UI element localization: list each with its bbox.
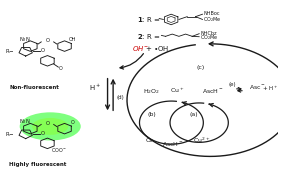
Text: O: O — [70, 120, 74, 125]
Text: O: O — [41, 48, 45, 53]
Text: (e): (e) — [229, 82, 236, 87]
Text: AscH$^-$: AscH$^-$ — [162, 140, 184, 148]
Text: Highly fluorescent: Highly fluorescent — [9, 162, 66, 167]
Text: (b): (b) — [147, 112, 156, 117]
Text: R$-$: R$-$ — [5, 130, 15, 138]
Text: (d): (d) — [116, 95, 124, 100]
Text: O: O — [41, 131, 45, 136]
Text: O$_2$: O$_2$ — [145, 136, 154, 145]
Text: $\mathbf{2}$: R =: $\mathbf{2}$: R = — [137, 32, 160, 41]
Text: O: O — [45, 121, 49, 126]
Ellipse shape — [20, 112, 81, 140]
Text: OH: OH — [69, 37, 76, 42]
Text: CO$_2$Me: CO$_2$Me — [203, 15, 222, 24]
Text: (a): (a) — [189, 112, 198, 117]
Text: + $\bullet$OH: + $\bullet$OH — [145, 44, 170, 53]
Text: NHBoc: NHBoc — [203, 11, 220, 16]
Text: H$_2$O$_2$: H$_2$O$_2$ — [144, 87, 160, 95]
Text: Asc$^-$: Asc$^-$ — [249, 83, 266, 91]
Text: OH$^-$: OH$^-$ — [132, 44, 149, 53]
Text: + H$^+$: + H$^+$ — [262, 84, 278, 93]
Text: AscH$^-$: AscH$^-$ — [202, 87, 224, 95]
Text: O: O — [45, 38, 49, 43]
Text: CO$_2$Me: CO$_2$Me — [200, 33, 219, 42]
Text: $\mathbf{1}$: R =: $\mathbf{1}$: R = — [137, 15, 160, 24]
Text: Non-fluorescent: Non-fluorescent — [9, 85, 59, 90]
Text: COO$^-$: COO$^-$ — [51, 146, 67, 154]
Text: O: O — [59, 66, 63, 71]
Text: R$-$: R$-$ — [5, 47, 15, 55]
Ellipse shape — [32, 118, 68, 135]
Text: (c): (c) — [197, 65, 205, 70]
Text: Cu$^+$: Cu$^+$ — [170, 86, 184, 95]
Text: NHCbz: NHCbz — [200, 31, 217, 36]
Text: Cu$^{2+}$: Cu$^{2+}$ — [193, 136, 211, 146]
Text: N$_2$N: N$_2$N — [19, 117, 31, 126]
Text: N$_2$N: N$_2$N — [19, 35, 31, 44]
Text: H$^+$: H$^+$ — [89, 83, 101, 93]
